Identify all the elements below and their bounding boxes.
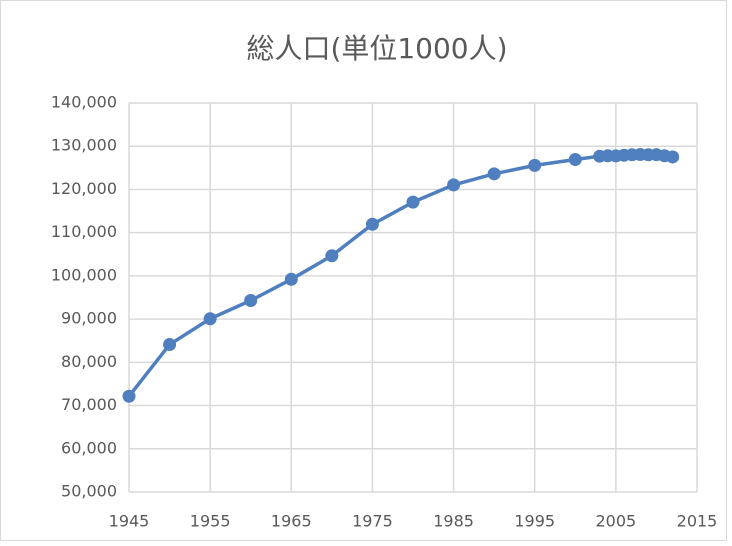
x-tick-label: 2015: [677, 512, 718, 531]
data-point: [203, 312, 217, 326]
data-point: [325, 249, 339, 263]
y-tick-label: 50,000: [61, 482, 117, 501]
data-point: [244, 294, 258, 308]
x-tick-label: 1965: [271, 512, 312, 531]
y-tick-label: 110,000: [51, 222, 117, 241]
y-tick-label: 140,000: [51, 93, 117, 112]
data-point: [406, 195, 420, 209]
data-point: [163, 338, 177, 352]
y-tick-label: 70,000: [61, 395, 117, 414]
x-tick-label: 2005: [595, 512, 636, 531]
y-tick-label: 100,000: [51, 265, 117, 284]
y-tick-label: 80,000: [61, 352, 117, 371]
chart-title: 総人口(単位1000人): [246, 32, 507, 65]
y-tick-label: 90,000: [61, 309, 117, 328]
data-point: [447, 178, 461, 192]
data-point: [666, 150, 680, 164]
x-tick-label: 1955: [190, 512, 231, 531]
x-tick-label: 1985: [433, 512, 474, 531]
data-point: [568, 153, 582, 167]
x-tick-label: 1975: [352, 512, 393, 531]
data-point: [122, 389, 136, 403]
data-point: [284, 272, 298, 286]
data-point: [487, 167, 501, 181]
data-point: [365, 217, 379, 231]
data-point: [528, 158, 542, 172]
y-tick-label: 130,000: [51, 136, 117, 155]
y-tick-label: 60,000: [61, 438, 117, 457]
x-tick-label: 1945: [109, 512, 150, 531]
x-tick-label: 1995: [514, 512, 555, 531]
y-tick-label: 120,000: [51, 179, 117, 198]
